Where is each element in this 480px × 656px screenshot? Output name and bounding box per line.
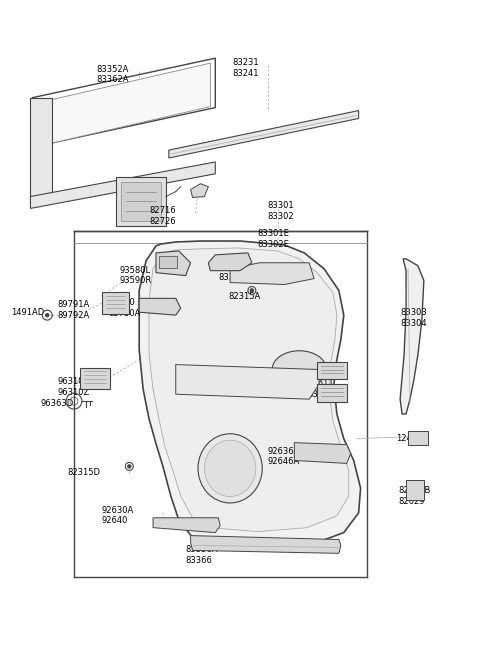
Text: 93580L
93590R: 93580L 93590R bbox=[120, 266, 152, 285]
Text: 83352A
83362A: 83352A 83362A bbox=[96, 65, 129, 85]
Text: 83303
83304: 83303 83304 bbox=[400, 308, 427, 327]
Polygon shape bbox=[149, 248, 349, 531]
Ellipse shape bbox=[272, 351, 326, 388]
Text: 92636A
92646A: 92636A 92646A bbox=[268, 447, 300, 466]
Polygon shape bbox=[121, 182, 161, 221]
Ellipse shape bbox=[204, 440, 256, 497]
Text: 96363D: 96363D bbox=[40, 399, 73, 408]
Text: 89791A
89792A: 89791A 89792A bbox=[57, 300, 89, 319]
Polygon shape bbox=[30, 162, 216, 209]
Polygon shape bbox=[191, 535, 341, 554]
Circle shape bbox=[46, 314, 49, 317]
Polygon shape bbox=[30, 98, 52, 201]
Polygon shape bbox=[156, 251, 191, 276]
Bar bbox=[408, 431, 428, 445]
Polygon shape bbox=[176, 365, 319, 399]
Text: 83301E
83302E: 83301E 83302E bbox=[258, 229, 289, 249]
Bar bbox=[317, 384, 347, 402]
Text: 82716
82726: 82716 82726 bbox=[149, 207, 176, 226]
Polygon shape bbox=[139, 298, 180, 315]
Bar bbox=[159, 256, 177, 268]
Polygon shape bbox=[153, 518, 220, 533]
Text: 82610
82620: 82610 82620 bbox=[288, 367, 314, 387]
Text: 92630A
92640: 92630A 92640 bbox=[102, 506, 134, 525]
Polygon shape bbox=[294, 443, 351, 463]
Text: 83301
83302: 83301 83302 bbox=[268, 201, 294, 221]
Polygon shape bbox=[47, 63, 210, 144]
Text: 82315D: 82315D bbox=[67, 468, 100, 478]
Bar bbox=[80, 367, 109, 389]
Text: 83231
83241: 83231 83241 bbox=[232, 58, 259, 77]
Circle shape bbox=[251, 289, 253, 292]
Text: 83356A
83366: 83356A 83366 bbox=[186, 545, 218, 565]
Polygon shape bbox=[191, 184, 208, 197]
Bar bbox=[406, 480, 424, 500]
Bar bbox=[317, 361, 347, 379]
Text: 83611
83621: 83611 83621 bbox=[307, 379, 334, 399]
Text: 82619B
82629: 82619B 82629 bbox=[398, 486, 431, 506]
Text: 1249GE: 1249GE bbox=[396, 434, 429, 443]
Circle shape bbox=[128, 465, 131, 468]
Text: 83355A
83365C: 83355A 83365C bbox=[218, 263, 251, 282]
Polygon shape bbox=[400, 259, 424, 414]
Polygon shape bbox=[208, 253, 252, 271]
Bar bbox=[102, 293, 129, 314]
Text: 83760
83750A: 83760 83750A bbox=[108, 298, 141, 318]
Polygon shape bbox=[230, 263, 314, 285]
Polygon shape bbox=[117, 176, 166, 226]
Text: 96310K
96310Z: 96310K 96310Z bbox=[57, 377, 89, 397]
Polygon shape bbox=[139, 241, 360, 550]
Text: 1491AD: 1491AD bbox=[11, 308, 44, 318]
Ellipse shape bbox=[198, 434, 262, 503]
Text: 82315A: 82315A bbox=[228, 293, 260, 301]
Polygon shape bbox=[169, 111, 359, 158]
